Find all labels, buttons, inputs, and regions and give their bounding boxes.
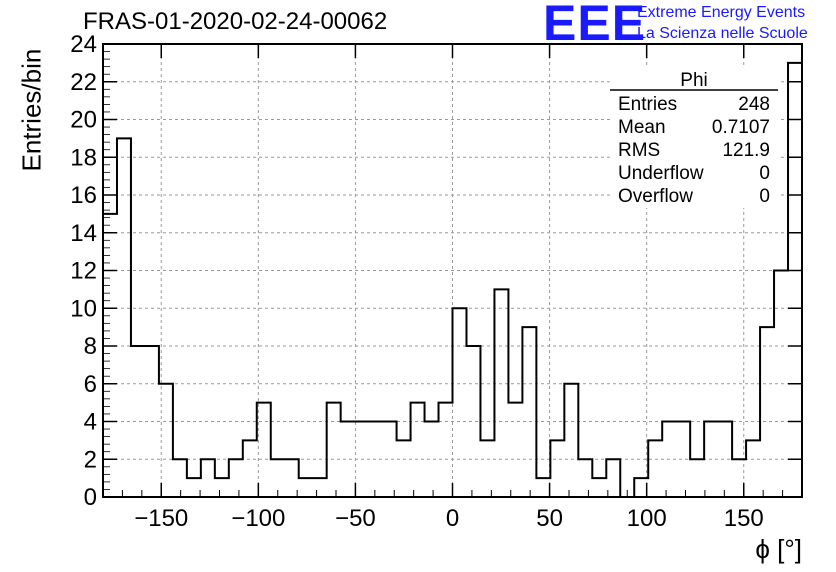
y-tick-label: 24 (70, 31, 97, 58)
x-tick-label: 0 (446, 505, 459, 532)
y-tick-label: 22 (70, 69, 97, 96)
stats-label: RMS (618, 140, 660, 161)
y-tick-label: 4 (84, 409, 97, 436)
y-tick-label: 18 (70, 144, 97, 171)
stats-value: 0 (759, 163, 770, 184)
x-tick-label: 50 (536, 505, 563, 532)
x-tick-label: −150 (134, 505, 188, 532)
chart-title: FRAS-01-2020-02-24-00062 (83, 8, 388, 35)
y-tick-label: 16 (70, 182, 97, 209)
stats-value: 0.7107 (712, 117, 770, 138)
x-tick-label: 150 (724, 505, 764, 532)
y-tick-label: 10 (70, 295, 97, 322)
stats-label: Entries (618, 94, 677, 115)
eee-logo: EEE (543, 0, 647, 51)
stats-label: Overflow (618, 186, 693, 207)
logo-line1: Extreme Energy Events (637, 4, 806, 21)
stats-value: 248 (738, 94, 770, 115)
y-tick-label: 14 (70, 220, 97, 247)
stats-value: 121.9 (722, 140, 770, 161)
stats-box: Phi Entries 248 Mean 0.7107 RMS 121.9 Underflo… (610, 66, 778, 208)
x-tick-label: −50 (335, 505, 376, 532)
x-tick-labels: −150 −100 −50 0 50 100 150 (134, 505, 764, 532)
x-axis-label: ϕ [°] (755, 534, 802, 564)
x-tick-label: 100 (627, 505, 667, 532)
y-tick-label: 8 (84, 333, 97, 360)
y-tick-label: 6 (84, 371, 97, 398)
x-tick-label: −100 (231, 505, 285, 532)
histogram-outline (103, 61, 802, 498)
y-tick-label: 2 (84, 446, 97, 473)
y-tick-label: 0 (84, 484, 97, 511)
stats-title: Phi (680, 70, 707, 91)
y-tick-label: 20 (70, 107, 97, 134)
logo-line2: La Scienza nelle Scuole (637, 25, 808, 42)
y-tick-label: 12 (70, 258, 97, 285)
stats-label: Underflow (618, 163, 704, 184)
stats-label: Mean (618, 117, 666, 138)
grid-lines (103, 44, 802, 497)
stats-value: 0 (759, 186, 770, 207)
plot-frame (102, 43, 803, 498)
